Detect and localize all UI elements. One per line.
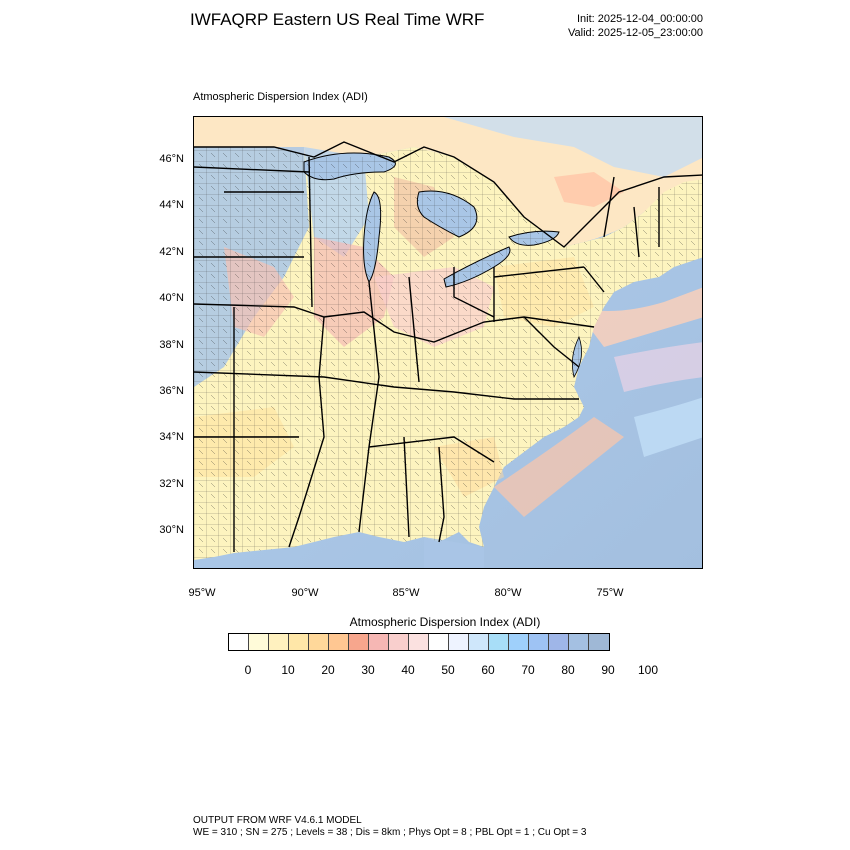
coastal-band xyxy=(494,417,624,517)
state-boundaries xyxy=(194,156,660,552)
county-lines xyxy=(194,147,702,560)
footer-config: WE = 310 ; SN = 275 ; Levels = 38 ; Dis … xyxy=(193,827,587,838)
lat-label: 36°N xyxy=(159,385,184,397)
colorbar-swatch xyxy=(489,634,509,650)
adi-map xyxy=(193,116,703,569)
colorbar-tick-label: 0 xyxy=(244,663,252,677)
colorbar-swatch xyxy=(509,634,529,650)
lat-label: 46°N xyxy=(159,153,184,165)
colorbar-tick-label: 80 xyxy=(561,663,575,677)
map-canvas xyxy=(194,117,702,568)
lat-label: 40°N xyxy=(159,292,184,304)
lon-label: 85°W xyxy=(392,587,420,599)
colorbar-swatch xyxy=(469,634,489,650)
colorbar-swatch xyxy=(369,634,389,650)
colorbar-swatch xyxy=(229,634,249,650)
colorbar-tick-label: 10 xyxy=(281,663,295,677)
colorbar xyxy=(228,633,610,651)
lat-label: 30°N xyxy=(159,524,184,536)
colorbar-tick-label: 20 xyxy=(321,663,335,677)
lon-label: 95°W xyxy=(188,587,216,599)
init-time: Init: 2025-12-04_00:00:00 xyxy=(577,13,703,25)
lat-label: 34°N xyxy=(159,431,184,443)
colorbar-tick-label: 100 xyxy=(637,663,659,677)
coastal-band xyxy=(574,287,702,347)
colorbar-swatch xyxy=(269,634,289,650)
colorbar-tick-label: 90 xyxy=(601,663,615,677)
colorbar-swatch xyxy=(589,634,609,650)
colorbar-swatch xyxy=(549,634,569,650)
colorbar-swatch xyxy=(389,634,409,650)
colorbar-tick-label: 50 xyxy=(441,663,455,677)
coastal-band xyxy=(614,342,702,392)
lon-label: 80°W xyxy=(494,587,522,599)
lat-label: 38°N xyxy=(159,339,184,351)
lon-label: 75°W xyxy=(596,587,624,599)
lat-label: 42°N xyxy=(159,246,184,258)
colorbar-swatch xyxy=(429,634,449,650)
valid-time: Valid: 2025-12-05_23:00:00 xyxy=(568,27,703,39)
colorbar-tick-label: 60 xyxy=(481,663,495,677)
map-subtitle: Atmospheric Dispersion Index (ADI) xyxy=(193,91,368,103)
colorbar-tick-label: 70 xyxy=(521,663,535,677)
colorbar-swatch xyxy=(449,634,469,650)
coastal-band xyxy=(634,397,702,457)
colorbar-swatch xyxy=(289,634,309,650)
international-border xyxy=(194,141,702,248)
colorbar-swatch xyxy=(529,634,549,650)
colorbar-swatch xyxy=(409,634,429,650)
lat-label: 32°N xyxy=(159,478,184,490)
colorbar-swatch xyxy=(309,634,329,650)
colorbar-swatch xyxy=(249,634,269,650)
colorbar-swatch xyxy=(349,634,369,650)
footer-model: OUTPUT FROM WRF V4.6.1 MODEL xyxy=(193,815,362,826)
colorbar-title: Atmospheric Dispersion Index (ADI) xyxy=(349,615,541,629)
colorbar-tick-label: 40 xyxy=(401,663,415,677)
canada-land xyxy=(194,117,702,247)
lat-label: 44°N xyxy=(159,199,184,211)
colorbar-tick-label: 30 xyxy=(361,663,375,677)
page-title: IWFAQRP Eastern US Real Time WRF xyxy=(190,10,485,29)
colorbar-swatch xyxy=(569,634,589,650)
lon-label: 90°W xyxy=(291,587,319,599)
colorbar-swatch xyxy=(329,634,349,650)
